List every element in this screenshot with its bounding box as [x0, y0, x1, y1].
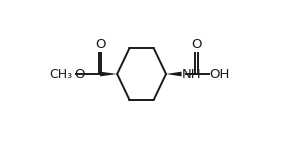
Polygon shape: [166, 72, 181, 76]
Polygon shape: [100, 72, 117, 76]
Text: CH₃: CH₃: [50, 67, 73, 81]
Text: NH: NH: [182, 67, 202, 81]
Text: O: O: [74, 67, 85, 81]
Text: OH: OH: [209, 67, 230, 81]
Text: O: O: [95, 38, 105, 51]
Text: O: O: [191, 38, 202, 51]
